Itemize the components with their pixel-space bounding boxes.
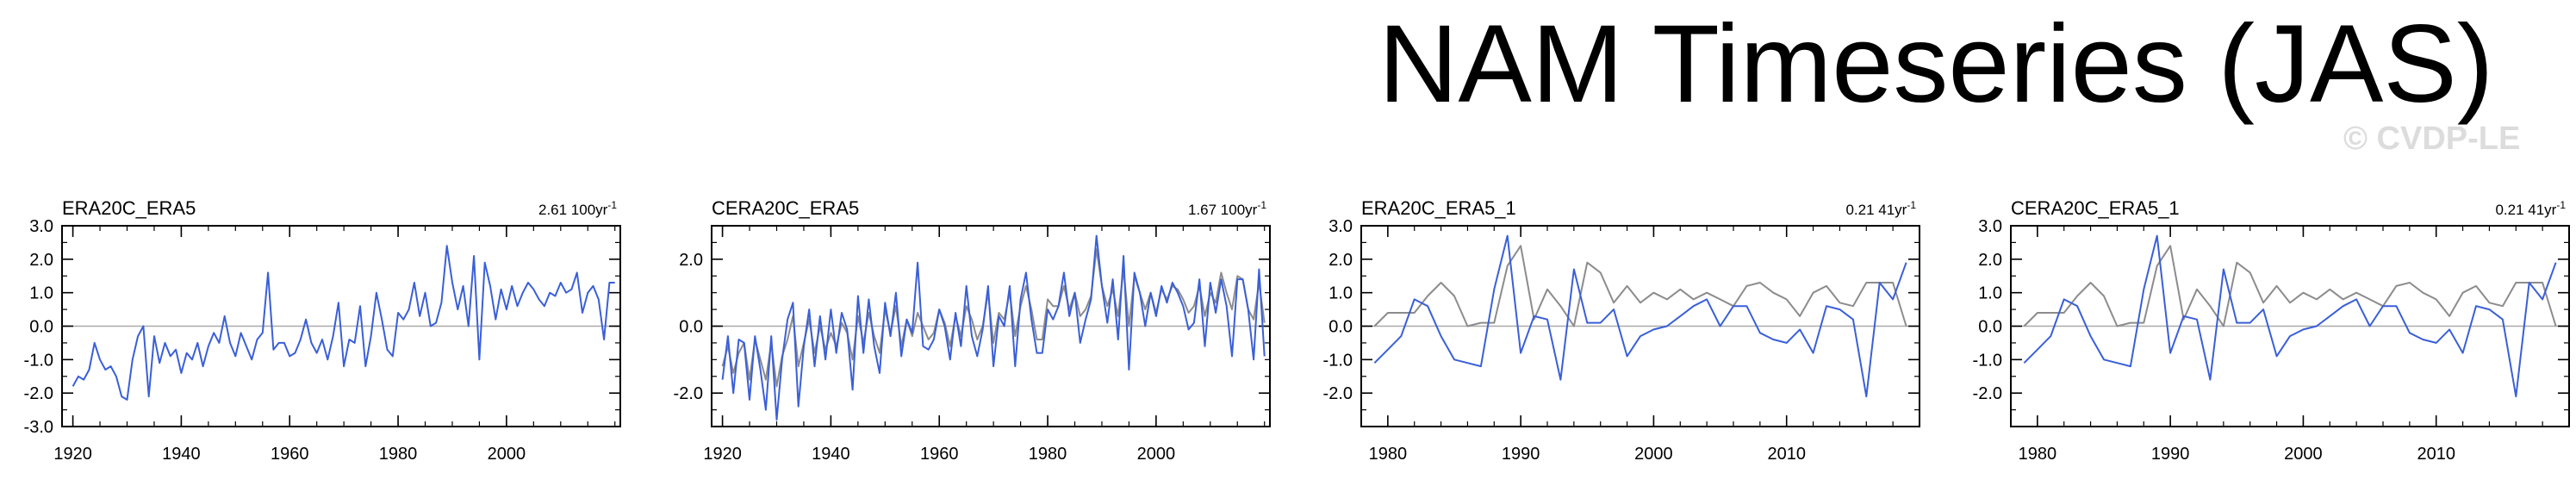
series-line-2 — [2023, 234, 2557, 398]
y-tick-label: 2.0 — [29, 251, 53, 270]
y-tick-label: -1.0 — [1323, 351, 1353, 370]
y-tick-label: -2.0 — [1973, 384, 2002, 403]
chart-panel-2: 1920 1940 1960 1980 2000 -2.0 0.0 2.0 CERA20C_ER… — [674, 197, 1271, 464]
panel-title: CERA20C_ERA5 — [712, 197, 859, 219]
page-title: NAM Timeseries (JAS) — [1378, 3, 2494, 126]
x-tick-label: 2010 — [2417, 445, 2455, 464]
y-tick-label: 1.0 — [1328, 284, 1353, 303]
y-tick-label: 3.0 — [1328, 217, 1353, 236]
x-tick-label: 2010 — [1767, 445, 1806, 464]
y-tick-label: 2.0 — [1978, 251, 2002, 270]
x-tick-label: 1940 — [812, 445, 850, 464]
panel-title: ERA20C_ERA5_1 — [1361, 197, 1516, 219]
y-tick-label: -2.0 — [674, 384, 703, 403]
x-tick-label: 1980 — [379, 445, 418, 464]
y-tick-label: 0.0 — [1978, 318, 2002, 337]
x-tick-label: 1980 — [2019, 445, 2057, 464]
series-line-2 — [721, 234, 1266, 421]
series-line-2 — [1373, 234, 1907, 398]
y-tick-label: 2.0 — [1328, 251, 1353, 270]
y-tick-label: 1.0 — [1978, 284, 2002, 303]
series-line-1 — [2023, 245, 2557, 327]
x-tick-label: 1980 — [1369, 445, 1408, 464]
chart-panel-3: 1980 1990 2000 2010 -2.0 -1.0 0.0 1.0 2.0 3.0 ERA2… — [1323, 197, 1920, 464]
x-tick-label: 2000 — [1137, 445, 1176, 464]
trend-label: 0.21 41yr-1 — [2495, 199, 2566, 218]
x-tick-label: 2000 — [1634, 445, 1673, 464]
panel-title: CERA20C_ERA5_1 — [2011, 197, 2180, 219]
y-tick-label: 0.0 — [1328, 318, 1353, 337]
x-tick-label: 1990 — [1502, 445, 1540, 464]
y-tick-label: -3.0 — [24, 418, 53, 437]
y-tick-label: 3.0 — [29, 217, 53, 236]
chart-panel-4: 1980 1990 2000 2010 -2.0 -1.0 0.0 1.0 2.0 3.0 CERA… — [1973, 197, 2570, 464]
trend-label: 2.61 100yr-1 — [538, 199, 617, 218]
y-tick-label: 3.0 — [1978, 217, 2002, 236]
y-tick-label: -2.0 — [1323, 384, 1353, 403]
series-line-1 — [72, 245, 615, 401]
chart-panel-1: 1920 1940 1960 1980 2000 -3.0 -2.0 -1.0 0.0 1.0 2.… — [24, 197, 621, 464]
trend-label: 1.67 100yr-1 — [1188, 199, 1266, 218]
y-tick-label: -2.0 — [24, 384, 53, 403]
series-line-1 — [1373, 245, 1907, 327]
x-tick-label: 2000 — [2284, 445, 2323, 464]
x-tick-label: 1960 — [920, 445, 959, 464]
y-tick-label: -1.0 — [24, 351, 53, 370]
y-tick-label: -1.0 — [1973, 351, 2002, 370]
x-tick-label: 1920 — [53, 445, 92, 464]
watermark: © CVDP-LE — [2343, 121, 2521, 157]
x-tick-label: 1920 — [703, 445, 742, 464]
x-tick-label: 1990 — [2151, 445, 2190, 464]
x-tick-label: 1960 — [271, 445, 309, 464]
x-tick-label: 2000 — [488, 445, 526, 464]
y-tick-label: 2.0 — [679, 251, 703, 270]
y-tick-label: 1.0 — [29, 284, 53, 303]
x-tick-label: 1980 — [1029, 445, 1067, 464]
panel-title: ERA20C_ERA5 — [62, 197, 196, 219]
y-tick-label: 0.0 — [679, 318, 703, 337]
y-tick-label: 0.0 — [29, 318, 53, 337]
x-tick-label: 1940 — [162, 445, 201, 464]
trend-label: 0.21 41yr-1 — [1845, 199, 1916, 218]
